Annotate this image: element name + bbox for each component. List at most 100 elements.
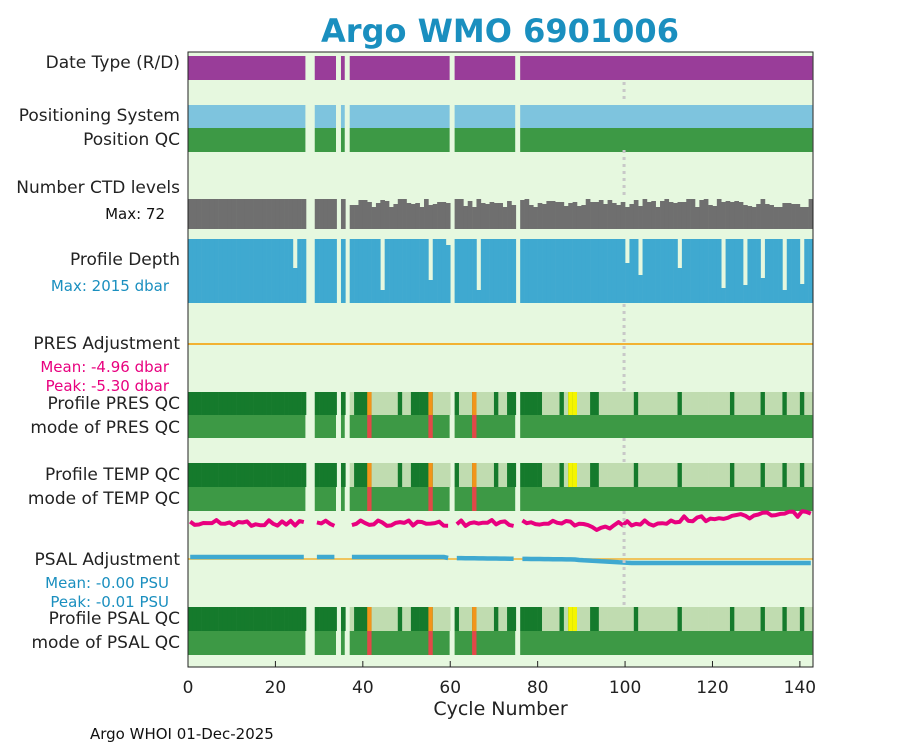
positioning-bar — [340, 105, 345, 128]
profile-pres-qc-bar — [773, 392, 779, 415]
ctd-level-bar — [354, 205, 359, 229]
row-label-profile-pres-qc: Profile PRES QC — [47, 394, 180, 414]
ctd-level-bar — [424, 199, 429, 229]
row-label-mode-temp-qc: mode of TEMP QC — [27, 489, 180, 509]
profile-pres-qc-bar — [432, 392, 438, 415]
profile-pres-qc-bar — [528, 392, 534, 415]
ctd-level-bar — [625, 207, 630, 229]
profile-pres-qc-bar — [611, 392, 617, 415]
profile-psal-qc-bar — [284, 607, 289, 631]
profile-depth-bar — [716, 239, 722, 303]
profile-depth-bar — [664, 239, 670, 303]
ctd-level-bar — [528, 205, 534, 229]
ctd-level-bar — [603, 204, 608, 229]
x-tick-label: 120 — [696, 678, 728, 698]
psal-peak-annotation: Peak: -0.01 PSU — [50, 593, 169, 611]
profile-psal-qc-bar — [301, 607, 307, 631]
mode-temp-qc-bar — [340, 487, 345, 511]
profile-pres-qc-bar — [218, 392, 224, 415]
profile-depth-bar — [712, 239, 718, 303]
ctd-level-bar — [472, 207, 477, 229]
profile-depth-bar — [786, 239, 792, 303]
profile-depth-bar — [419, 239, 425, 303]
profile-psal-qc-bar — [362, 607, 368, 631]
profile-temp-qc-bar — [445, 463, 451, 487]
ctd-level-bar — [712, 206, 718, 229]
profile-temp-qc-bar — [375, 463, 381, 487]
profile-temp-qc-bar — [791, 463, 796, 487]
profile-pres-qc-bar — [638, 392, 643, 415]
profile-depth-bar — [375, 239, 381, 303]
ctd-level-bar — [563, 206, 569, 229]
profile-temp-qc-bar — [227, 463, 233, 487]
profile-depth-bar — [227, 239, 233, 303]
profile-psal-qc-bar-flag — [568, 607, 573, 631]
profile-psal-qc-bar — [808, 607, 814, 631]
profile-psal-qc-bar — [397, 607, 403, 631]
profile-pres-qc-bar — [507, 392, 512, 415]
mode-psal-qc-bar — [349, 631, 450, 655]
ctd-level-bar — [808, 199, 814, 229]
mode-temp-qc-bar — [349, 487, 450, 511]
profile-depth-bar — [288, 239, 294, 303]
profile-temp-qc-bar — [729, 463, 735, 487]
profile-psal-qc-bar — [319, 607, 324, 631]
profile-psal-qc-bar — [594, 607, 600, 631]
profile-temp-qc-bar — [524, 463, 530, 487]
ctd-level-bar — [585, 199, 591, 229]
ctd-level-bar — [568, 203, 573, 229]
profile-temp-qc-bar — [690, 463, 696, 487]
profile-psal-qc-bar — [445, 607, 451, 631]
ctd-level-bar — [651, 201, 656, 229]
ctd-level-bar — [502, 207, 508, 229]
profile-psal-qc-bar — [677, 607, 683, 631]
profile-temp-qc-bar — [563, 463, 569, 487]
profile-depth-bar — [354, 239, 359, 303]
profile-pres-qc-bar — [694, 392, 700, 415]
ctd-level-bar — [607, 200, 613, 229]
profile-depth-bar — [205, 239, 211, 303]
profile-depth-bar — [424, 239, 429, 303]
profile-pres-qc-bar — [188, 392, 193, 415]
profile-depth-bar — [397, 239, 403, 303]
profile-pres-qc-bar — [581, 392, 587, 415]
ctd-level-bar — [673, 203, 678, 229]
profile-depth-bar — [253, 239, 259, 303]
profile-pres-qc-bar — [660, 392, 665, 415]
ctd-level-bar — [786, 203, 792, 229]
profile-psal-qc-bar — [646, 607, 652, 631]
ctd-level-bar — [196, 199, 202, 229]
profile-temp-qc-bar — [655, 463, 661, 487]
row-label-number-ctd-levels: Number CTD levels — [16, 178, 180, 198]
profile-depth-bar — [699, 239, 705, 303]
profile-depth-bar — [441, 239, 447, 303]
profile-depth-bar — [808, 239, 814, 303]
temp-trace — [521, 509, 812, 532]
mode-psal-qc-bar — [520, 631, 813, 655]
ctd-level-bar — [795, 204, 801, 229]
profile-depth-bar — [493, 239, 499, 303]
ctd-level-bar — [314, 199, 320, 229]
profile-pres-qc-bar-flag — [472, 392, 477, 415]
profile-depth-bar — [279, 239, 285, 303]
profile-temp-qc-bar — [253, 463, 259, 487]
profile-pres-qc-bar — [585, 392, 591, 415]
profile-depth-bar — [362, 239, 368, 303]
profile-temp-qc-bar — [502, 463, 508, 487]
profile-psal-qc-bar — [660, 607, 665, 631]
ctd-level-bar — [476, 199, 482, 229]
date-type-bar — [314, 56, 337, 80]
profile-psal-qc-bar — [664, 607, 670, 631]
profile-temp-qc-bar — [760, 463, 766, 487]
profile-pres-qc-bar — [397, 392, 403, 415]
profile-temp-qc-bar — [738, 463, 744, 487]
profile-psal-qc-bar — [485, 607, 490, 631]
profile-pres-qc-bar — [729, 392, 735, 415]
profile-pres-qc-bar — [384, 392, 390, 415]
profile-depth-bar — [633, 239, 639, 303]
depth-max-annotation: Max: 2015 dbar — [50, 277, 169, 295]
profile-temp-qc-bar — [415, 463, 420, 487]
profile-psal-qc-bar — [786, 607, 792, 631]
profile-pres-qc-bar — [222, 392, 228, 415]
profile-temp-qc-bar — [458, 463, 464, 487]
